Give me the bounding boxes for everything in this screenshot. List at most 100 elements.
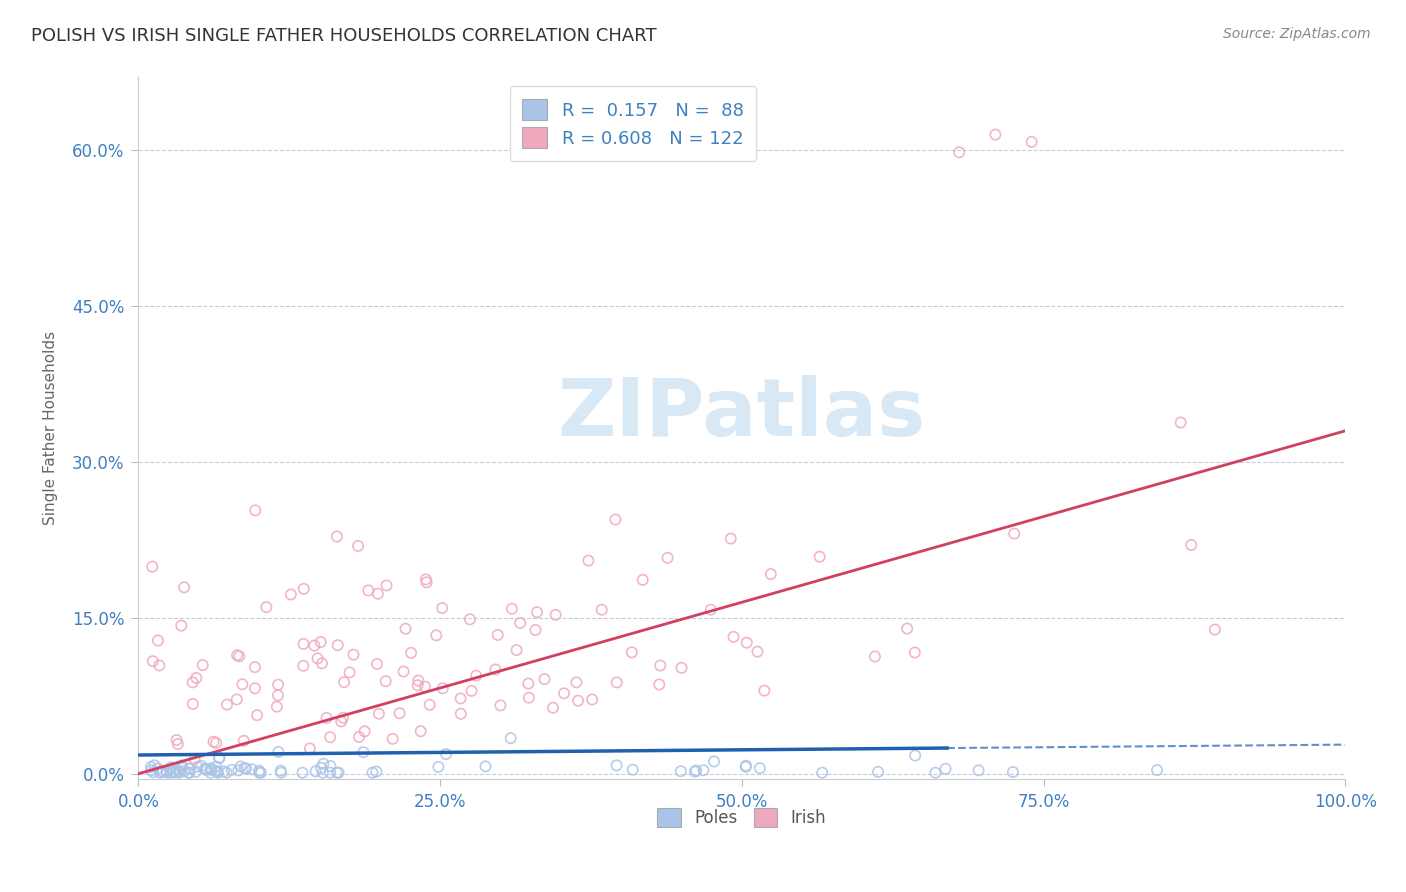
Point <box>186 671 208 685</box>
Point <box>605 512 627 526</box>
Point <box>620 645 643 659</box>
Point <box>450 706 472 721</box>
Point <box>811 765 834 780</box>
Point <box>319 765 342 780</box>
Point <box>170 758 193 772</box>
Point <box>187 760 209 774</box>
Point <box>160 765 183 780</box>
Point <box>621 763 644 777</box>
Point <box>179 762 201 776</box>
Point <box>533 672 555 686</box>
Point <box>232 733 254 747</box>
Point <box>205 736 228 750</box>
Point <box>505 643 527 657</box>
Point <box>208 751 231 765</box>
Point <box>212 764 235 779</box>
Point <box>413 680 436 694</box>
Point <box>465 668 488 682</box>
Point <box>541 700 564 714</box>
Point <box>292 582 315 596</box>
Point <box>309 761 332 775</box>
Point <box>486 628 509 642</box>
Point <box>142 654 165 668</box>
Point <box>935 762 957 776</box>
Point <box>904 748 927 763</box>
Point <box>162 764 184 779</box>
Point <box>208 751 231 765</box>
Point <box>315 711 337 725</box>
Point <box>179 765 201 780</box>
Point <box>904 646 927 660</box>
Point <box>430 601 453 615</box>
Point <box>427 760 450 774</box>
Point <box>332 711 354 725</box>
Point <box>517 676 540 690</box>
Point <box>565 675 588 690</box>
Point <box>517 690 540 705</box>
Point <box>366 764 388 779</box>
Point <box>1001 764 1024 779</box>
Point <box>173 764 195 778</box>
Point <box>270 765 292 780</box>
Point <box>1180 538 1202 552</box>
Point <box>228 649 250 664</box>
Point <box>267 745 290 759</box>
Point <box>631 573 654 587</box>
Point <box>409 724 432 739</box>
Point <box>984 128 1007 142</box>
Point <box>524 623 547 637</box>
Point <box>381 731 404 746</box>
Point <box>190 759 212 773</box>
Point <box>267 688 290 702</box>
Point <box>195 763 218 777</box>
Point <box>304 639 326 653</box>
Point <box>155 764 177 778</box>
Point <box>650 658 672 673</box>
Point <box>460 683 482 698</box>
Point <box>200 765 222 780</box>
Point <box>605 758 627 772</box>
Point <box>243 660 266 674</box>
Point <box>143 758 166 772</box>
Point <box>703 755 725 769</box>
Point <box>225 692 247 706</box>
Point <box>254 600 277 615</box>
Point <box>699 603 721 617</box>
Point <box>312 765 335 780</box>
Point <box>160 760 183 774</box>
Point <box>205 764 228 779</box>
Point <box>735 635 758 649</box>
Point <box>235 762 257 776</box>
Point <box>1204 623 1226 637</box>
Point <box>388 706 411 721</box>
Point <box>156 765 179 780</box>
Point <box>167 764 190 779</box>
Text: POLISH VS IRISH SINGLE FATHER HOUSEHOLDS CORRELATION CHART: POLISH VS IRISH SINGLE FATHER HOUSEHOLDS… <box>31 27 657 45</box>
Point <box>152 764 174 779</box>
Point <box>450 691 472 706</box>
Point <box>311 657 333 671</box>
Point <box>181 697 204 711</box>
Point <box>292 637 315 651</box>
Point <box>591 603 613 617</box>
Point <box>374 674 396 689</box>
Point <box>141 559 163 574</box>
Point <box>657 550 679 565</box>
Point <box>328 765 350 780</box>
Point <box>735 758 758 772</box>
Point <box>544 607 567 622</box>
Point <box>205 759 228 773</box>
Point <box>415 573 437 587</box>
Point <box>723 630 745 644</box>
Point <box>759 567 782 582</box>
Point <box>342 648 364 662</box>
Point <box>240 762 263 776</box>
Point <box>246 708 269 723</box>
Point <box>648 677 671 691</box>
Point <box>578 553 600 567</box>
Point <box>202 735 225 749</box>
Point <box>1021 135 1043 149</box>
Point <box>146 633 169 648</box>
Point <box>330 714 353 729</box>
Point <box>243 681 266 696</box>
